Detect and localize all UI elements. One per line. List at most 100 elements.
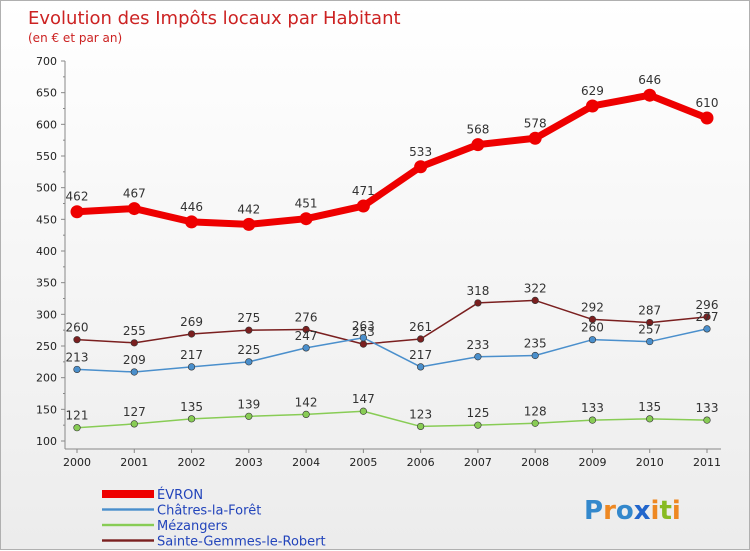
data-point [187,363,196,371]
x-tick-label: 2000 [63,456,91,469]
data-label: 462 [66,190,89,204]
y-tick-label: 650 [36,87,57,100]
data-label: 135 [638,400,661,414]
data-point [474,299,482,307]
data-point [588,315,597,324]
logo: Proxiti [584,496,681,526]
data-point [417,422,425,431]
data-point [531,351,539,360]
data-point [73,424,81,432]
data-label: 260 [581,321,604,335]
legend-swatch [102,539,154,542]
data-point [646,318,654,327]
data-point [245,358,253,366]
series-line-2 [76,410,708,429]
x-ticks: 2000 2001 2002 2003 2004 2005 2006 2007 2008 2009… [63,449,721,469]
data-point [302,344,310,352]
data-label: 139 [237,397,260,411]
data-label: 217 [180,348,203,362]
data-point [242,217,256,231]
data-label: 275 [237,311,260,325]
y-tick-label: 200 [36,372,57,385]
series-line-1 [76,328,708,373]
data-point [70,205,84,219]
data-point [646,337,654,346]
data-point [703,325,711,333]
data-point [245,412,253,420]
data-label: 269 [180,315,203,329]
data-point [588,336,597,344]
y-tick-label: 250 [36,340,57,353]
y-tick-label: 450 [36,213,57,226]
data-point [646,415,654,423]
y-tick-label: 350 [36,277,57,290]
data-label: 123 [409,407,432,421]
data-point [130,368,138,376]
data-label: 225 [237,343,260,357]
logo-text: Proxiti [584,496,681,526]
y-ticks: 100 150 200 250 300 350 400 450 500 550 600 650 700 [36,55,65,448]
data-label: 255 [123,324,146,338]
data-label: 253 [352,325,375,339]
data-point [356,199,370,213]
y-tick-label: 300 [36,308,57,321]
chart-title: Evolution des Impôts locaux par Habitant [28,8,401,29]
data-label: 646 [638,73,661,87]
data-point [417,363,425,371]
y-tick-label: 400 [36,245,57,258]
data-point [73,336,81,344]
data-point [585,99,599,113]
data-label: 213 [66,350,89,364]
x-tick-label: 2004 [292,456,320,469]
data-label: 442 [237,202,260,216]
data-point [531,296,539,305]
data-label: 287 [638,304,661,318]
data-label: 318 [466,284,489,298]
y-tick-label: 150 [36,403,57,416]
data-label: 121 [66,409,89,423]
data-label: 133 [696,401,719,415]
series-group: 260 255 269 275 276 253 261 318 322 292 287 296 213 2… [66,73,719,432]
data-point [302,410,310,419]
legend-swatch [102,523,154,527]
legend-swatch [102,508,154,511]
data-point [643,88,657,102]
data-point [187,330,196,338]
data-label: 133 [581,401,604,415]
data-label: 292 [581,300,604,314]
legend: ÉVRONChâtres-la-ForêtMézangersSainte-Gem… [102,487,326,550]
data-label: 235 [524,337,547,351]
data-point [359,334,367,342]
x-tick-label: 2003 [235,456,263,469]
data-label: 128 [524,404,547,418]
data-label: 263 [352,319,375,333]
data-label: 125 [466,406,489,420]
data-label: 467 [123,187,146,201]
x-tick-label: 2008 [521,456,549,469]
data-label: 629 [581,84,604,98]
data-point [127,202,141,216]
data-point [474,353,482,361]
legend-label: Châtres-la-Forêt [157,504,261,519]
legend-label: Sainte-Gemmes-le-Robert [157,535,326,550]
data-point [185,215,199,229]
y-tick-label: 550 [36,150,57,163]
data-label: 471 [352,184,375,198]
x-tick-label: 2001 [120,456,148,469]
data-label: 568 [466,123,489,137]
data-point [528,131,542,145]
data-point [73,365,81,374]
data-label: 533 [409,145,432,159]
data-point [302,325,310,334]
data-point [588,416,597,424]
series-line-0 [76,91,709,228]
data-point [474,421,482,429]
data-label: 233 [466,338,489,352]
data-point [700,111,714,125]
data-point [187,415,196,423]
y-tick-label: 100 [36,435,57,448]
data-point [245,326,253,334]
data-label: 142 [295,395,318,409]
x-tick-label: 2005 [349,456,377,469]
data-label: 217 [409,348,432,362]
